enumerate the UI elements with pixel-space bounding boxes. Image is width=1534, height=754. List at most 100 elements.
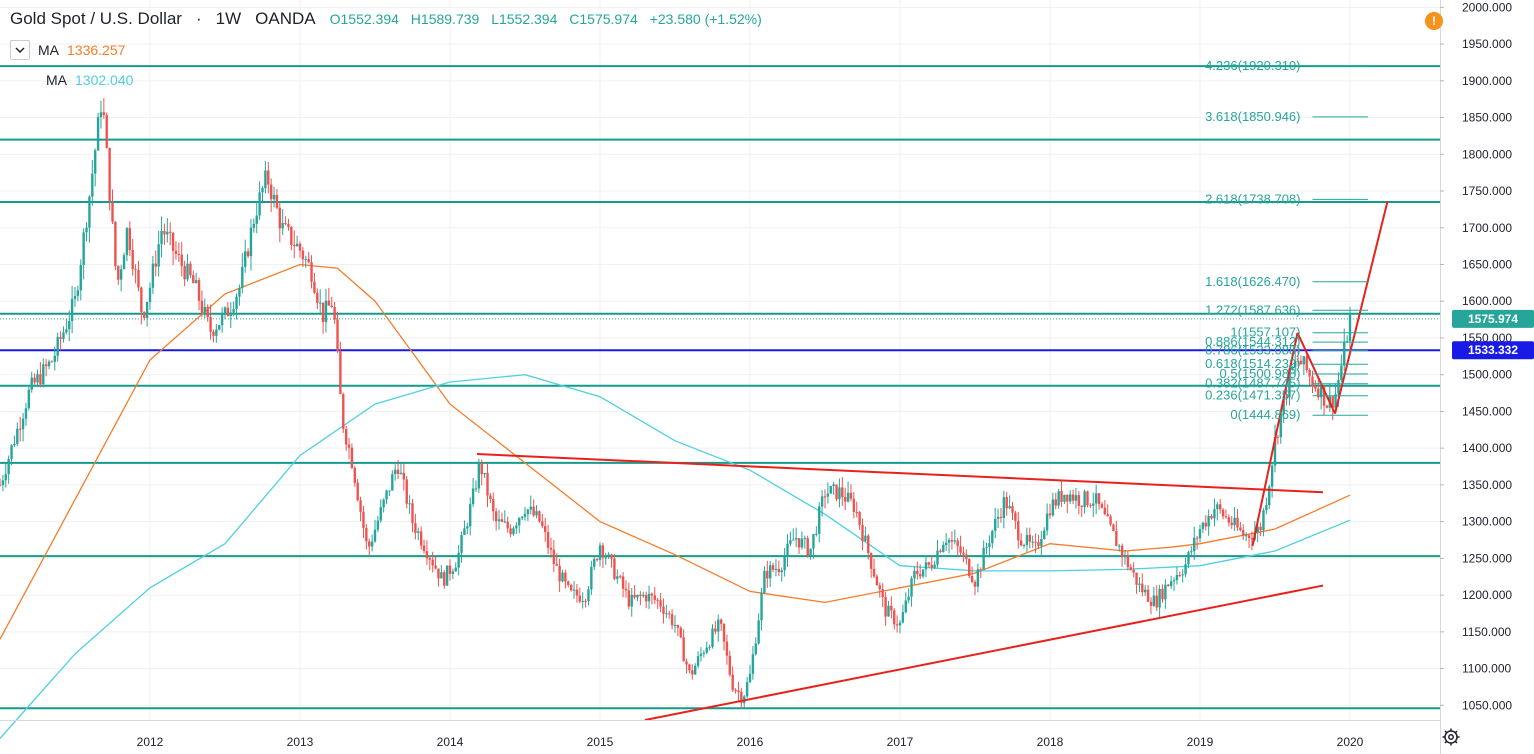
x-tick-label: 2013: [287, 735, 314, 749]
candle-body: [339, 350, 342, 395]
candle-body: [1129, 567, 1132, 570]
candle-body: [252, 223, 256, 228]
candle-body: [1080, 505, 1083, 507]
candle-body: [122, 255, 126, 270]
candle-body: [206, 306, 209, 317]
fib-level-label: 0.886(1544.312): [1205, 334, 1300, 349]
candle-body: [673, 624, 677, 626]
ohlc-values: O1552.394 H1589.739 L1552.394 C1575.974 …: [330, 11, 770, 27]
candle-body: [368, 541, 371, 547]
candle-body: [633, 594, 636, 598]
candle-body: [1083, 491, 1086, 507]
candle-body: [1279, 413, 1282, 438]
candle-body: [1066, 494, 1069, 502]
candle-body: [1319, 386, 1323, 398]
candle-body: [183, 266, 186, 280]
candle-body: [189, 263, 192, 276]
candle-body: [1071, 494, 1075, 501]
y-tick-label: 1850.000: [1462, 111, 1512, 125]
candle-body: [754, 643, 757, 655]
candle-body: [1115, 531, 1118, 547]
candle-body: [492, 498, 495, 512]
candle-body: [650, 593, 654, 596]
candle-body: [970, 576, 974, 583]
fib-level-label: 0.618(1514.232): [1205, 356, 1300, 371]
candle-body: [137, 270, 140, 288]
candle-body: [108, 147, 111, 203]
candle-body: [131, 250, 134, 270]
exclamation-icon[interactable]: !: [1425, 12, 1443, 30]
indicator-ma-2[interactable]: MA 1302.040: [46, 72, 133, 88]
candle-body: [1265, 505, 1268, 511]
chevron-down-icon[interactable]: [10, 40, 30, 60]
candle-body: [238, 287, 241, 297]
candle-body: [1094, 493, 1098, 504]
ma-1-label: MA: [38, 42, 59, 58]
candle-body: [417, 531, 420, 533]
x-tick-label: 2018: [1037, 735, 1064, 749]
candle-body: [255, 215, 258, 224]
y-tick-label: 1750.000: [1462, 184, 1512, 198]
candle-body: [220, 313, 224, 326]
candle-body: [443, 572, 446, 586]
candle-body: [1074, 495, 1078, 501]
candle-body: [1019, 540, 1023, 546]
candle-body: [313, 281, 316, 293]
candle-body: [593, 559, 596, 567]
candle-body: [1089, 505, 1092, 507]
candle-body: [1227, 517, 1231, 523]
broker: OANDA: [255, 9, 316, 28]
candle-body: [604, 557, 607, 559]
fib-level-label: 2.618(1738.708): [1205, 191, 1300, 206]
candle-body: [243, 251, 247, 267]
last-price-tag-bg: [1452, 309, 1534, 328]
candle-body: [1167, 584, 1170, 587]
candle-body: [1282, 396, 1285, 414]
candle-body: [134, 269, 137, 271]
candle-body: [665, 613, 668, 615]
symbol-name[interactable]: Gold Spot / U.S. Dollar: [10, 9, 182, 28]
highlighted-level-tag-bg: [1452, 341, 1534, 360]
candle-body: [653, 595, 657, 600]
candle-body: [887, 605, 890, 617]
candle-body: [56, 337, 59, 356]
interval[interactable]: 1W: [215, 9, 242, 28]
candle-body: [460, 534, 463, 553]
candle-body: [1008, 506, 1011, 509]
candle-body: [636, 594, 639, 598]
candle-body: [321, 302, 325, 323]
fib-level-label: 1.272(1587.636): [1205, 302, 1300, 317]
fibonacci-extension: 4.236(1920.310) 3.618(1850.946) 2.618(1738…: [1205, 58, 1368, 422]
candle-body: [662, 606, 665, 614]
trend-line: [1251, 332, 1299, 547]
candle-body: [520, 516, 524, 519]
candle-body: [24, 408, 28, 419]
candle-body: [988, 543, 991, 547]
candle-body: [1325, 405, 1329, 408]
candle-body: [1334, 394, 1337, 408]
y-tick-label: 1450.000: [1462, 404, 1512, 418]
candle-body: [359, 500, 362, 512]
candle-body: [232, 308, 235, 313]
high-value: H1589.739: [410, 11, 480, 27]
y-tick-label: 1800.000: [1462, 147, 1512, 161]
candle-body: [708, 646, 711, 648]
candle-body: [1216, 504, 1219, 510]
candle-body: [942, 544, 945, 552]
candle-body: [1213, 509, 1216, 519]
indicator-ma-1[interactable]: MA 1336.257: [10, 40, 125, 60]
candle-body: [1233, 517, 1236, 526]
candle-body: [88, 196, 91, 228]
candle-body: [711, 628, 714, 647]
candle-body: [267, 170, 270, 185]
ma-2-label: MA: [46, 72, 67, 88]
candle-body: [76, 290, 80, 296]
gear-icon[interactable]: [1441, 727, 1461, 747]
candle-body: [33, 377, 36, 383]
candle-body: [151, 263, 155, 288]
candle-body: [1123, 554, 1127, 557]
candle-body: [719, 619, 723, 624]
fib-level-label: 0.382(1487.745): [1205, 376, 1300, 391]
ma-slow-line: [0, 374, 1351, 739]
